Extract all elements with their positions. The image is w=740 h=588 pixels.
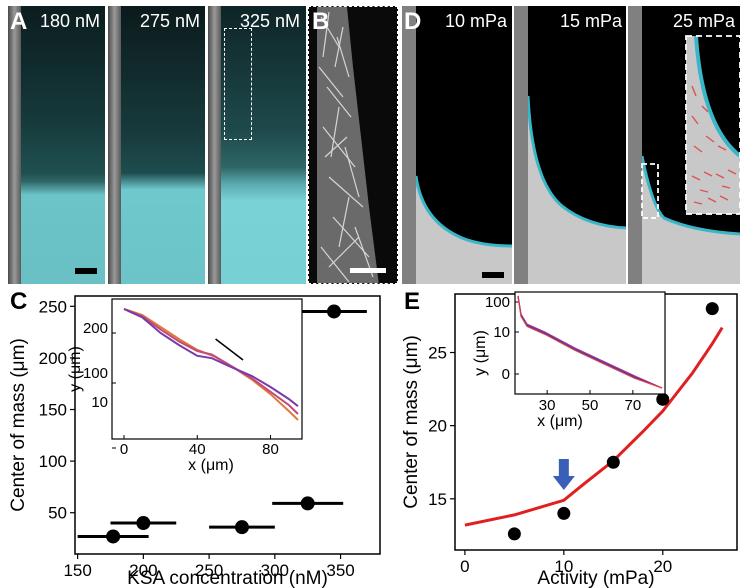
y-tick-label: 50 (48, 504, 67, 523)
inset-x-axis-label: x (μm) (188, 457, 234, 474)
wall (208, 6, 221, 284)
inset-x-tick-label: 0 (120, 441, 128, 458)
panel-letter-a: A (10, 8, 28, 35)
image-label: 25 mPa (673, 11, 736, 31)
data-point (705, 302, 719, 316)
y-axis-label: Center of mass (μm) (401, 335, 422, 509)
panel-letter-c: C (10, 288, 28, 315)
chart-e: 0 10 20 15 20 25 Activity (mPa) Center of mass … (401, 291, 738, 588)
inset-x-tick-label: 50 (582, 397, 599, 414)
image-label: 325 nM (240, 11, 301, 31)
wall (108, 6, 121, 284)
inset-frame (514, 291, 666, 395)
inset-y-axis-label: y (μm) (472, 330, 489, 376)
data-point (106, 529, 121, 544)
x-tick-label: 10 (554, 557, 573, 576)
scale-bar (350, 268, 386, 273)
slope-guide (215, 338, 244, 361)
fit-curve (464, 326, 724, 527)
inset-x-tick-label: 40 (189, 441, 206, 458)
inset-series-line (123, 308, 299, 415)
inset-x-axis-label: x (μm) (537, 413, 583, 430)
data-point (234, 520, 249, 535)
data-point (606, 455, 620, 469)
inset-series-line (517, 295, 663, 389)
x-tick-label: 200 (129, 561, 157, 580)
data-point (136, 516, 151, 531)
x-tick-label: 250 (195, 561, 223, 580)
y-tick-label: 200 (39, 349, 67, 368)
fiber-texture (317, 7, 379, 283)
y-tick-label: 20 (428, 417, 447, 436)
y-tick-label: 25 (428, 344, 447, 363)
data-point (656, 392, 670, 406)
panel-d-images (402, 6, 740, 284)
inset-frame (111, 298, 303, 440)
inset-x-tick-label: 70 (625, 397, 642, 414)
data-point (326, 304, 341, 319)
image-label: 10 mPa (445, 11, 508, 31)
zoom-box (224, 28, 252, 140)
image-label: 275 nM (140, 11, 201, 31)
inset-series-line (123, 308, 299, 407)
y-tick-label: 250 (39, 297, 67, 316)
data-point (557, 506, 571, 520)
panel-letter-d: D (404, 8, 422, 35)
panel-a-image-325 (208, 6, 306, 284)
inset-x-tick-label: 30 (539, 397, 556, 414)
inset-y-tick-label: 10 (91, 394, 108, 411)
panel-b-image (308, 6, 398, 284)
data-point (507, 527, 521, 541)
x-tick-label: 150 (63, 561, 91, 580)
image-label: 180 nM (40, 11, 101, 31)
panel-a-image-180 (8, 6, 105, 284)
scale-bar (75, 268, 97, 274)
y-tick-label: 15 (428, 490, 447, 509)
panel-letter-e: E (404, 288, 421, 315)
panel-letter-b: B (312, 8, 330, 35)
data-point (300, 496, 315, 511)
x-tick-label: 0 (460, 557, 469, 576)
inset-y-tick-label: 10 (493, 324, 510, 341)
inset-x-tick-label: 80 (262, 441, 279, 458)
x-tick-label: 20 (653, 557, 672, 576)
inset-y-tick-label: 0 (502, 366, 510, 383)
x-axis-label: Activity (mPa) (537, 568, 654, 588)
down-arrow-icon (552, 459, 575, 490)
plot-frame (74, 295, 381, 555)
x-tick-label: 350 (326, 561, 354, 580)
y-axis-label: Center of mass (μm) (8, 338, 29, 512)
y-tick-label: 150 (39, 401, 67, 420)
inset-y-tick-label: 200 (83, 320, 108, 337)
y-tick-label: 100 (39, 452, 67, 471)
image-label: 15 mPa (560, 11, 623, 31)
panel-a-image-275 (108, 6, 205, 284)
wall (8, 6, 21, 284)
inset-y-tick-label: 100 (83, 365, 108, 382)
x-axis-label: KSA concentration (nM) (127, 568, 328, 588)
x-tick-label: 300 (261, 561, 289, 580)
inset-y-tick-label: 100 (485, 294, 510, 311)
inset-y-axis-label: y (μm) (67, 346, 84, 392)
